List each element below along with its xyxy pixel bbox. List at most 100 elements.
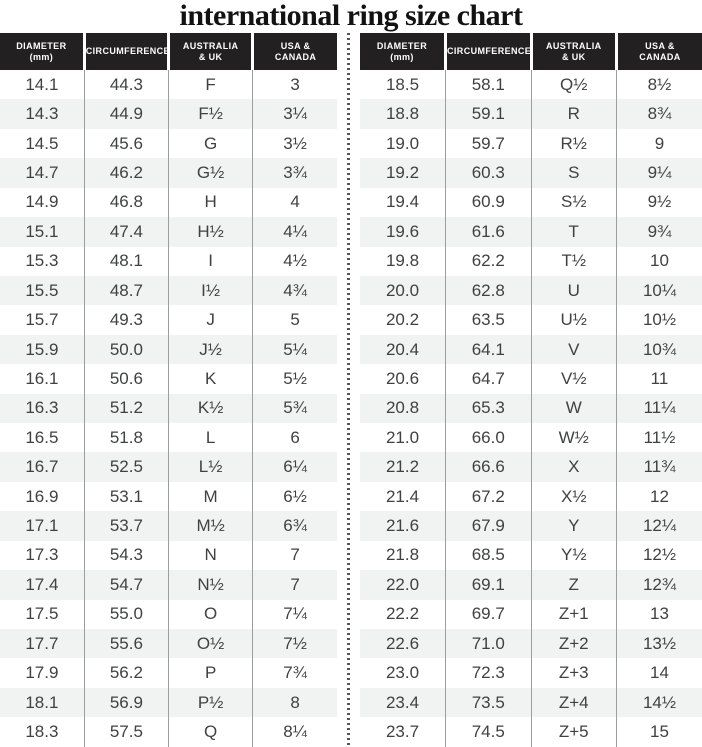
table-cell: U — [530, 275, 617, 306]
table-row: 16.5 51.8 L 6 — [0, 423, 337, 453]
table-cell: F½ — [167, 99, 253, 129]
column-header: DIAMETER (mm) — [360, 33, 446, 70]
table-cell: 64.7 — [445, 364, 531, 394]
table-cell: 67.2 — [445, 481, 531, 512]
table-cell: 23.4 — [385, 692, 420, 712]
table-row: 16.7 52.5 L½ 6¼ — [0, 452, 337, 482]
table-cell: 7 — [252, 570, 337, 600]
column-header: CIRCUMFERENCE — [82, 33, 170, 70]
table-cell: 19.2 — [385, 162, 420, 182]
table-cell: 9¾ — [616, 217, 702, 247]
table-cell: 48.1 — [83, 246, 169, 276]
table-cell: L — [167, 423, 253, 453]
table-cell: Y½ — [530, 540, 617, 571]
table-cell: 48.7 — [83, 275, 169, 306]
table-cell: N½ — [167, 570, 253, 600]
table-cell: 7¼ — [252, 599, 337, 630]
table-row: 17.9 56.2 P 7¾ — [0, 658, 337, 688]
table-cell: 57.5 — [83, 717, 169, 747]
table-cell: 16.9 — [25, 486, 59, 506]
table-cell: 21.4 — [385, 486, 420, 506]
table-cell: 16.5 — [25, 427, 59, 447]
table-cell: Z+4 — [530, 687, 617, 718]
table-cell: 21.0 — [385, 427, 420, 447]
table-cell: 66.6 — [445, 452, 531, 482]
table-cell: 15.3 — [25, 251, 59, 271]
table-cell: 18.1 — [25, 692, 59, 712]
table-cell: 17.3 — [25, 545, 59, 565]
table-cell: 5¼ — [252, 334, 337, 365]
table-row: 21.0 66.0 W½ 11½ — [360, 423, 702, 453]
table-cell: R½ — [530, 128, 617, 159]
table-cell: Z+1 — [530, 599, 617, 630]
table-row: 21.8 68.5 Y½ 12½ — [360, 540, 702, 571]
table-cell: 18.5 — [385, 74, 420, 94]
table-cell: 19.6 — [385, 221, 420, 241]
table-cell: 20.0 — [385, 280, 420, 300]
column-header: USA & CANADA — [251, 33, 337, 70]
table-row: 17.3 54.3 N 7 — [0, 540, 337, 571]
table-row: 17.5 55.0 O 7¼ — [0, 599, 337, 630]
header-row: DIAMETER (mm) CIRCUMFERENCE AUSTRALIA & UK US… — [0, 33, 337, 70]
table-cell: 10½ — [616, 305, 702, 335]
table-cell: 6 — [252, 423, 337, 453]
table-cell: 21.8 — [385, 545, 420, 565]
table-row: 20.4 64.1 V 10¾ — [360, 334, 702, 365]
table-row: 21.4 67.2 X½ 12 — [360, 481, 702, 512]
table-row: 20.8 65.3 W 11¼ — [360, 393, 702, 424]
table-cell: Y — [530, 511, 617, 541]
table-cell: 5 — [252, 305, 337, 335]
table-cell: 9 — [616, 128, 702, 159]
table-cell: 22.0 — [385, 574, 420, 594]
table-cell: 4 — [252, 187, 337, 218]
table-cell: 69.1 — [445, 570, 531, 600]
table-cell: 11 — [616, 364, 702, 394]
table-cell: 15.9 — [25, 339, 59, 359]
table-cell: 8¼ — [252, 717, 337, 747]
table-row: 19.4 60.9 S½ 9½ — [360, 187, 702, 218]
dotted-divider-line — [347, 33, 350, 747]
table-cell: 73.5 — [445, 687, 531, 718]
table-cell: 51.2 — [83, 393, 169, 424]
table-cell: 9½ — [616, 187, 702, 218]
table-cell: 51.8 — [83, 423, 169, 453]
table-cell: 60.9 — [445, 187, 531, 218]
table-cell: 14.7 — [25, 162, 59, 182]
table-row: 14.3 44.9 F½ 3¼ — [0, 99, 337, 129]
table-cell: Z+2 — [530, 629, 617, 659]
tables-container: DIAMETER (mm) CIRCUMFERENCE AUSTRALIA & UK US… — [0, 33, 702, 747]
table-cell: 8½ — [616, 70, 702, 100]
ring-size-table-right: DIAMETER (mm) CIRCUMFERENCE AUSTRALIA & UK US… — [360, 33, 702, 747]
table-cell: 53.7 — [83, 511, 169, 541]
table-cell: 50.6 — [83, 364, 169, 394]
table-cell: 20.4 — [385, 339, 420, 359]
table-cell: 12¼ — [616, 511, 702, 541]
table-cell: 11¼ — [616, 393, 702, 424]
table-cell: 7¾ — [252, 658, 337, 688]
table-cell: 46.8 — [83, 187, 169, 218]
table-cell: F — [167, 70, 253, 100]
table-cell: 21.6 — [385, 516, 420, 536]
table-row: 20.6 64.7 V½ 11 — [360, 364, 702, 394]
table-cell: 14.5 — [25, 133, 59, 153]
page-title: international ring size chart — [179, 0, 523, 32]
table-divider — [337, 33, 360, 747]
table-cell: U½ — [530, 305, 617, 335]
table-cell: 22.2 — [385, 604, 420, 624]
table-cell: 66.0 — [445, 423, 531, 453]
table-cell: 15.1 — [25, 221, 59, 241]
table-cell: X — [530, 452, 617, 482]
table-cell: 7½ — [252, 629, 337, 659]
table-cell: 54.7 — [83, 570, 169, 600]
table-cell: 54.3 — [83, 540, 169, 571]
table-cell: 17.1 — [25, 516, 59, 536]
table-row: 18.1 56.9 P½ 8 — [0, 687, 337, 718]
table-cell: V½ — [530, 364, 617, 394]
table-cell: 5¾ — [252, 393, 337, 424]
table-row: 18.5 58.1 Q½ 8½ — [360, 70, 702, 100]
table-cell: M½ — [167, 511, 253, 541]
table-cell: 16.1 — [25, 368, 59, 388]
table-cell: 56.2 — [83, 658, 169, 688]
table-cell: 11¾ — [616, 452, 702, 482]
table-row: 19.0 59.7 R½ 9 — [360, 128, 702, 159]
